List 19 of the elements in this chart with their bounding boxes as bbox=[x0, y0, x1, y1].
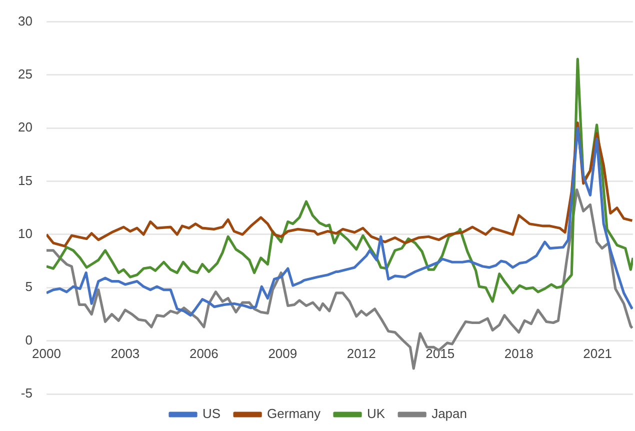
y-tick-label: 15 bbox=[18, 172, 32, 188]
y-tick-label: 5 bbox=[25, 279, 32, 294]
x-tick-label: 2021 bbox=[583, 346, 612, 362]
x-tick-label: 2009 bbox=[268, 346, 298, 362]
x-tick-label: 2012 bbox=[346, 346, 376, 362]
legend-label: Japan bbox=[432, 406, 467, 422]
x-tick-label: 2000 bbox=[32, 346, 61, 362]
legend-label: US bbox=[202, 406, 221, 422]
legend-label: UK bbox=[367, 406, 386, 422]
y-tick-label: 10 bbox=[18, 226, 32, 242]
x-tick-label: 2003 bbox=[110, 346, 140, 362]
y-tick-label: 30 bbox=[18, 13, 32, 28]
legend-label: Germany bbox=[267, 406, 322, 422]
x-tick-label: 2018 bbox=[504, 346, 534, 362]
x-tick-label: 2006 bbox=[189, 346, 218, 362]
y-tick-label: 0 bbox=[25, 332, 32, 348]
y-tick-label: -5 bbox=[20, 386, 32, 401]
y-tick-label: 20 bbox=[18, 120, 32, 135]
y-tick-label: 25 bbox=[18, 66, 32, 82]
